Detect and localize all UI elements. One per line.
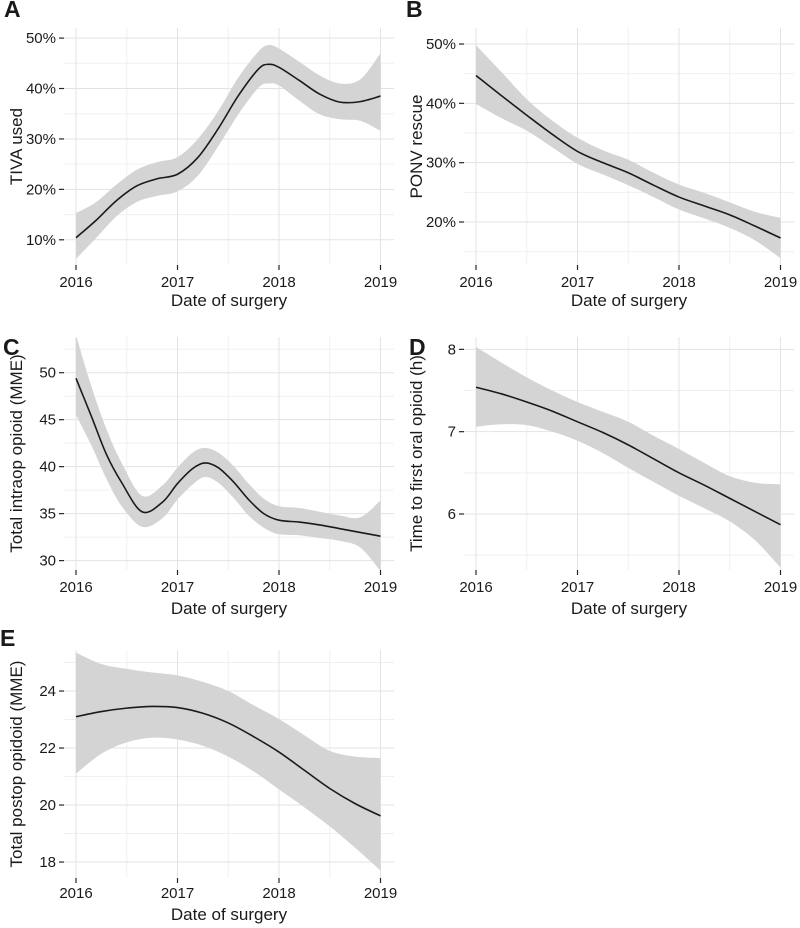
y-tick-label: 30% [26,131,56,148]
trend-line [75,378,381,537]
panel-letter: B [406,0,423,22]
x-axis-title: Date of surgery [171,599,288,618]
panel-letter: D [409,334,426,360]
confidence-band [476,346,781,568]
x-tick-label: 2017 [161,885,194,902]
y-tick-label: 50% [426,36,456,53]
x-tick-label: 2016 [459,579,492,596]
panel-e: 2016 2017 2018 2019 18 20 22 24 Total postop opi… [0,620,400,928]
axis-ticks [59,372,382,575]
y-tick-label: 30 [39,553,56,570]
x-tick-label: 2019 [364,885,397,902]
x-tick-label: 2019 [364,579,397,596]
trend-line [475,386,781,526]
confidence-band [76,337,381,570]
panel-c: 2016 2017 2018 2019 30 35 40 45 50 Total intraop … [0,310,400,620]
x-tick-label: 2018 [262,579,295,596]
y-tick-label: 20% [426,214,456,231]
x-axis-title: Date of surgery [171,291,288,310]
panel-b-chart: 2016 2017 2018 2019 20% 30% 40% 50% PONV rescue D… [406,0,797,310]
panel-e-chart: 2016 2017 2018 2019 18 20 22 24 Total postop opi… [0,625,397,924]
panel-b: 2016 2017 2018 2019 20% 30% 40% 50% PONV rescue D… [400,0,800,310]
x-tick-label: 2019 [364,274,397,291]
panel-letter: A [4,0,21,22]
y-axis-title: Total intraop opioid (MME) [7,354,26,552]
panel-d: 2016 2017 2018 2019 6 7 8 Time to first oral op… [400,310,800,620]
x-tick-label: 2019 [764,579,797,596]
axis-ticks [459,43,782,270]
y-tick-label: 10% [26,232,56,249]
axis-ticks [459,348,782,575]
confidence-band [476,45,781,259]
confidence-band [76,45,381,259]
y-tick-label: 40 [39,459,56,476]
x-axis-title: Date of surgery [171,905,288,924]
gridlines-minor [64,28,394,265]
x-axis-title: Date of surgery [571,599,688,618]
panel-c-chart: 2016 2017 2018 2019 30 35 40 45 50 Total intraop … [3,334,397,618]
y-tick-label: 35 [39,506,56,523]
y-axis-title: Total postop opidoid (MME) [7,661,26,868]
y-axis-title: TIVA used [7,108,26,185]
panel-a: 2016 2017 2018 2019 10% 20% 30% 40% 50% TIVA used… [0,0,400,310]
x-tick-label: 2016 [459,274,492,291]
y-tick-label: 6 [448,506,456,523]
x-tick-label: 2018 [262,885,295,902]
panel-letter: C [3,334,20,360]
x-tick-label: 2018 [262,274,295,291]
x-tick-label: 2017 [561,579,594,596]
axis-ticks [59,37,382,270]
panel-a-chart: 2016 2017 2018 2019 10% 20% 30% 40% 50% TIVA used… [4,0,397,310]
y-tick-label: 20 [39,797,56,814]
x-tick-label: 2016 [59,274,92,291]
y-tick-label: 40% [26,81,56,98]
panel-letter: E [0,625,15,651]
trend-line [475,74,781,239]
trend-line [75,705,381,817]
x-tick-label: 2018 [662,274,695,291]
y-tick-label: 50 [39,365,56,382]
x-tick-label: 2018 [662,579,695,596]
y-tick-label: 20% [26,181,56,198]
x-tick-label: 2016 [59,579,92,596]
panel-d-chart: 2016 2017 2018 2019 6 7 8 Time to first oral op… [407,334,797,618]
y-tick-label: 45 [39,412,56,429]
y-tick-label: 7 [448,424,456,441]
y-tick-label: 40% [426,95,456,112]
x-tick-label: 2017 [161,274,194,291]
y-axis-title: Time to first oral opioid (h) [407,355,426,552]
y-tick-label: 24 [39,683,56,700]
y-axis-title: PONV rescue [407,95,426,199]
y-tick-label: 22 [39,740,56,757]
x-tick-label: 2017 [161,579,194,596]
gridlines-minor [464,28,794,265]
y-tick-label: 30% [426,155,456,172]
x-tick-label: 2016 [59,885,92,902]
axis-ticks [59,690,382,883]
trend-line [75,63,381,239]
y-tick-label: 50% [26,30,56,47]
x-tick-label: 2017 [561,274,594,291]
x-axis-title: Date of surgery [571,291,688,310]
y-tick-label: 8 [448,341,456,358]
y-tick-label: 18 [39,854,56,871]
x-tick-label: 2019 [764,274,797,291]
